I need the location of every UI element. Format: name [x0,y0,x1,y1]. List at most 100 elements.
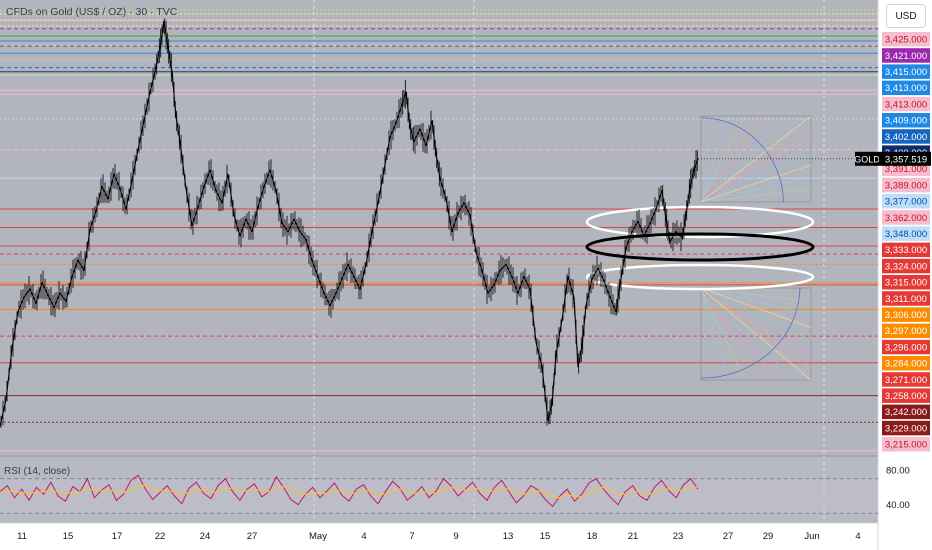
fan-line [700,287,812,354]
price-level-label: 3,315.000 [885,278,927,289]
rsi-band [0,478,878,514]
rsi-axis-tick: 40.00 [886,500,910,511]
fan-line [700,287,795,381]
fan-line [700,128,812,203]
price-level-label: 3,389.000 [885,180,927,191]
price-level-label: 3,215.000 [885,440,927,451]
fan-line [700,188,812,203]
price-level-tag: 3,362.000 [882,210,930,225]
price-level-tag: 3,229.000 [882,420,930,436]
fan-line [700,287,812,367]
rsi-indicator-label: RSI (14, close) [4,466,71,477]
price-level-label: 3,297.000 [885,326,927,337]
price-level-tag-bg [882,96,930,112]
price-level-tag-bg [882,388,930,403]
price-level-label: 3,409.000 [885,116,927,127]
time-axis [0,523,878,550]
price-level-tag: 3,284.000 [882,356,930,371]
time-axis-tick: 27 [723,531,734,542]
fan-line [700,164,812,203]
price-level-tag-bg [882,291,930,306]
fan-line [700,115,729,203]
time-axis-tick: 13 [503,531,514,542]
price-level-tag-bg [882,258,930,274]
price-level-tag: 3,271.000 [882,372,930,387]
price-level-tag-bg [882,404,930,420]
price-level-tag-bg [882,32,930,47]
fan-line [700,287,812,315]
price-level-tag-bg [882,307,930,322]
price-level-tag-bg [882,210,930,225]
price-level-tag: 3,242.000 [882,404,930,420]
price-level-label: 3,284.000 [885,359,927,370]
price-level-tag: 3,377.000 [882,194,930,209]
time-axis-tick: 4 [855,531,860,542]
time-axis-tick: May [309,531,327,542]
price-level-tag: 3,389.000 [882,177,930,193]
price-level-tag-bg [882,129,930,144]
time-axis-tick: 23 [673,531,684,542]
rsi-background [0,457,878,522]
price-level-label: 3,296.000 [885,342,927,353]
time-axis-tick: Jun [804,531,819,542]
price-level-tag-bg [882,48,930,63]
ellipse-middle [585,232,815,262]
time-axis-tick: 29 [763,531,774,542]
fan-line [700,287,746,381]
price-level-label: 3,306.000 [885,310,927,321]
price-level-label: 3,362.000 [885,213,927,224]
time-axis-tick: 4 [361,531,366,542]
price-level-tag: 3,296.000 [882,339,930,355]
chart-title: CFDs on Gold (US$ / OZ) · 30 · TVC [6,6,178,18]
fan-line [700,152,812,203]
price-level-tag-bg [882,339,930,355]
price-level-tag: 3,409.000 [882,113,930,128]
time-axis-tick: 11 [17,531,27,542]
price-level-tag: 3,413.000 [882,96,930,112]
time-axis-tick: 24 [200,531,211,542]
price-level-tag-bg [882,226,930,241]
rsi-axis-tick: 80.00 [886,466,910,477]
fan-line [700,115,795,203]
candle-wicks [0,18,698,428]
price-level-tag: 3,215.000 [882,437,930,452]
last-price-symbol-bg [855,151,879,166]
price-level-tag-bg [882,242,930,258]
time-axis-tick: 9 [453,531,458,542]
price-level-label: 3,377.000 [885,197,927,208]
price-level-tag: 3,311.000 [882,291,930,306]
price-level-tag: 3,415.000 [882,64,930,79]
price-level-tag: 3,348.000 [882,226,930,241]
price-level-tag-bg [882,372,930,387]
currency-button[interactable]: USD [886,4,926,28]
fan-line [700,287,812,341]
price-level-label: 3,413.000 [885,83,927,94]
price-level-tag-bg [882,64,930,79]
time-axis-tick: 27 [247,531,258,542]
price-level-label: 3,242.000 [885,407,927,418]
price-level-label: 3,402.000 [885,132,927,143]
time-axis-tick: 22 [155,531,166,542]
time-axis-tick: 21 [628,531,639,542]
rsi-series-line [0,474,699,508]
time-axis-tick: 15 [63,531,74,542]
price-level-label: 3,415.000 [885,67,927,78]
ellipse-lower [585,263,815,291]
fan-line [700,115,779,203]
price-level-tag-bg [882,275,930,290]
price-level-tag: 3,421.000 [882,48,930,63]
price-level-tag-bg [882,437,930,452]
price-level-label: 3,333.000 [885,245,927,256]
fan-arc [700,117,784,203]
price-series-line [0,21,699,427]
fan-line [700,287,812,303]
time-axis-tick: 17 [112,531,123,542]
fan-line [700,287,779,381]
last-price-value: 3,357.519 [885,154,927,165]
price-level-tag: 3,402.000 [882,129,930,144]
price-level-label: 3,258.000 [885,391,927,402]
ellipse-upper [585,205,815,239]
time-axis-tick: 15 [540,531,551,542]
